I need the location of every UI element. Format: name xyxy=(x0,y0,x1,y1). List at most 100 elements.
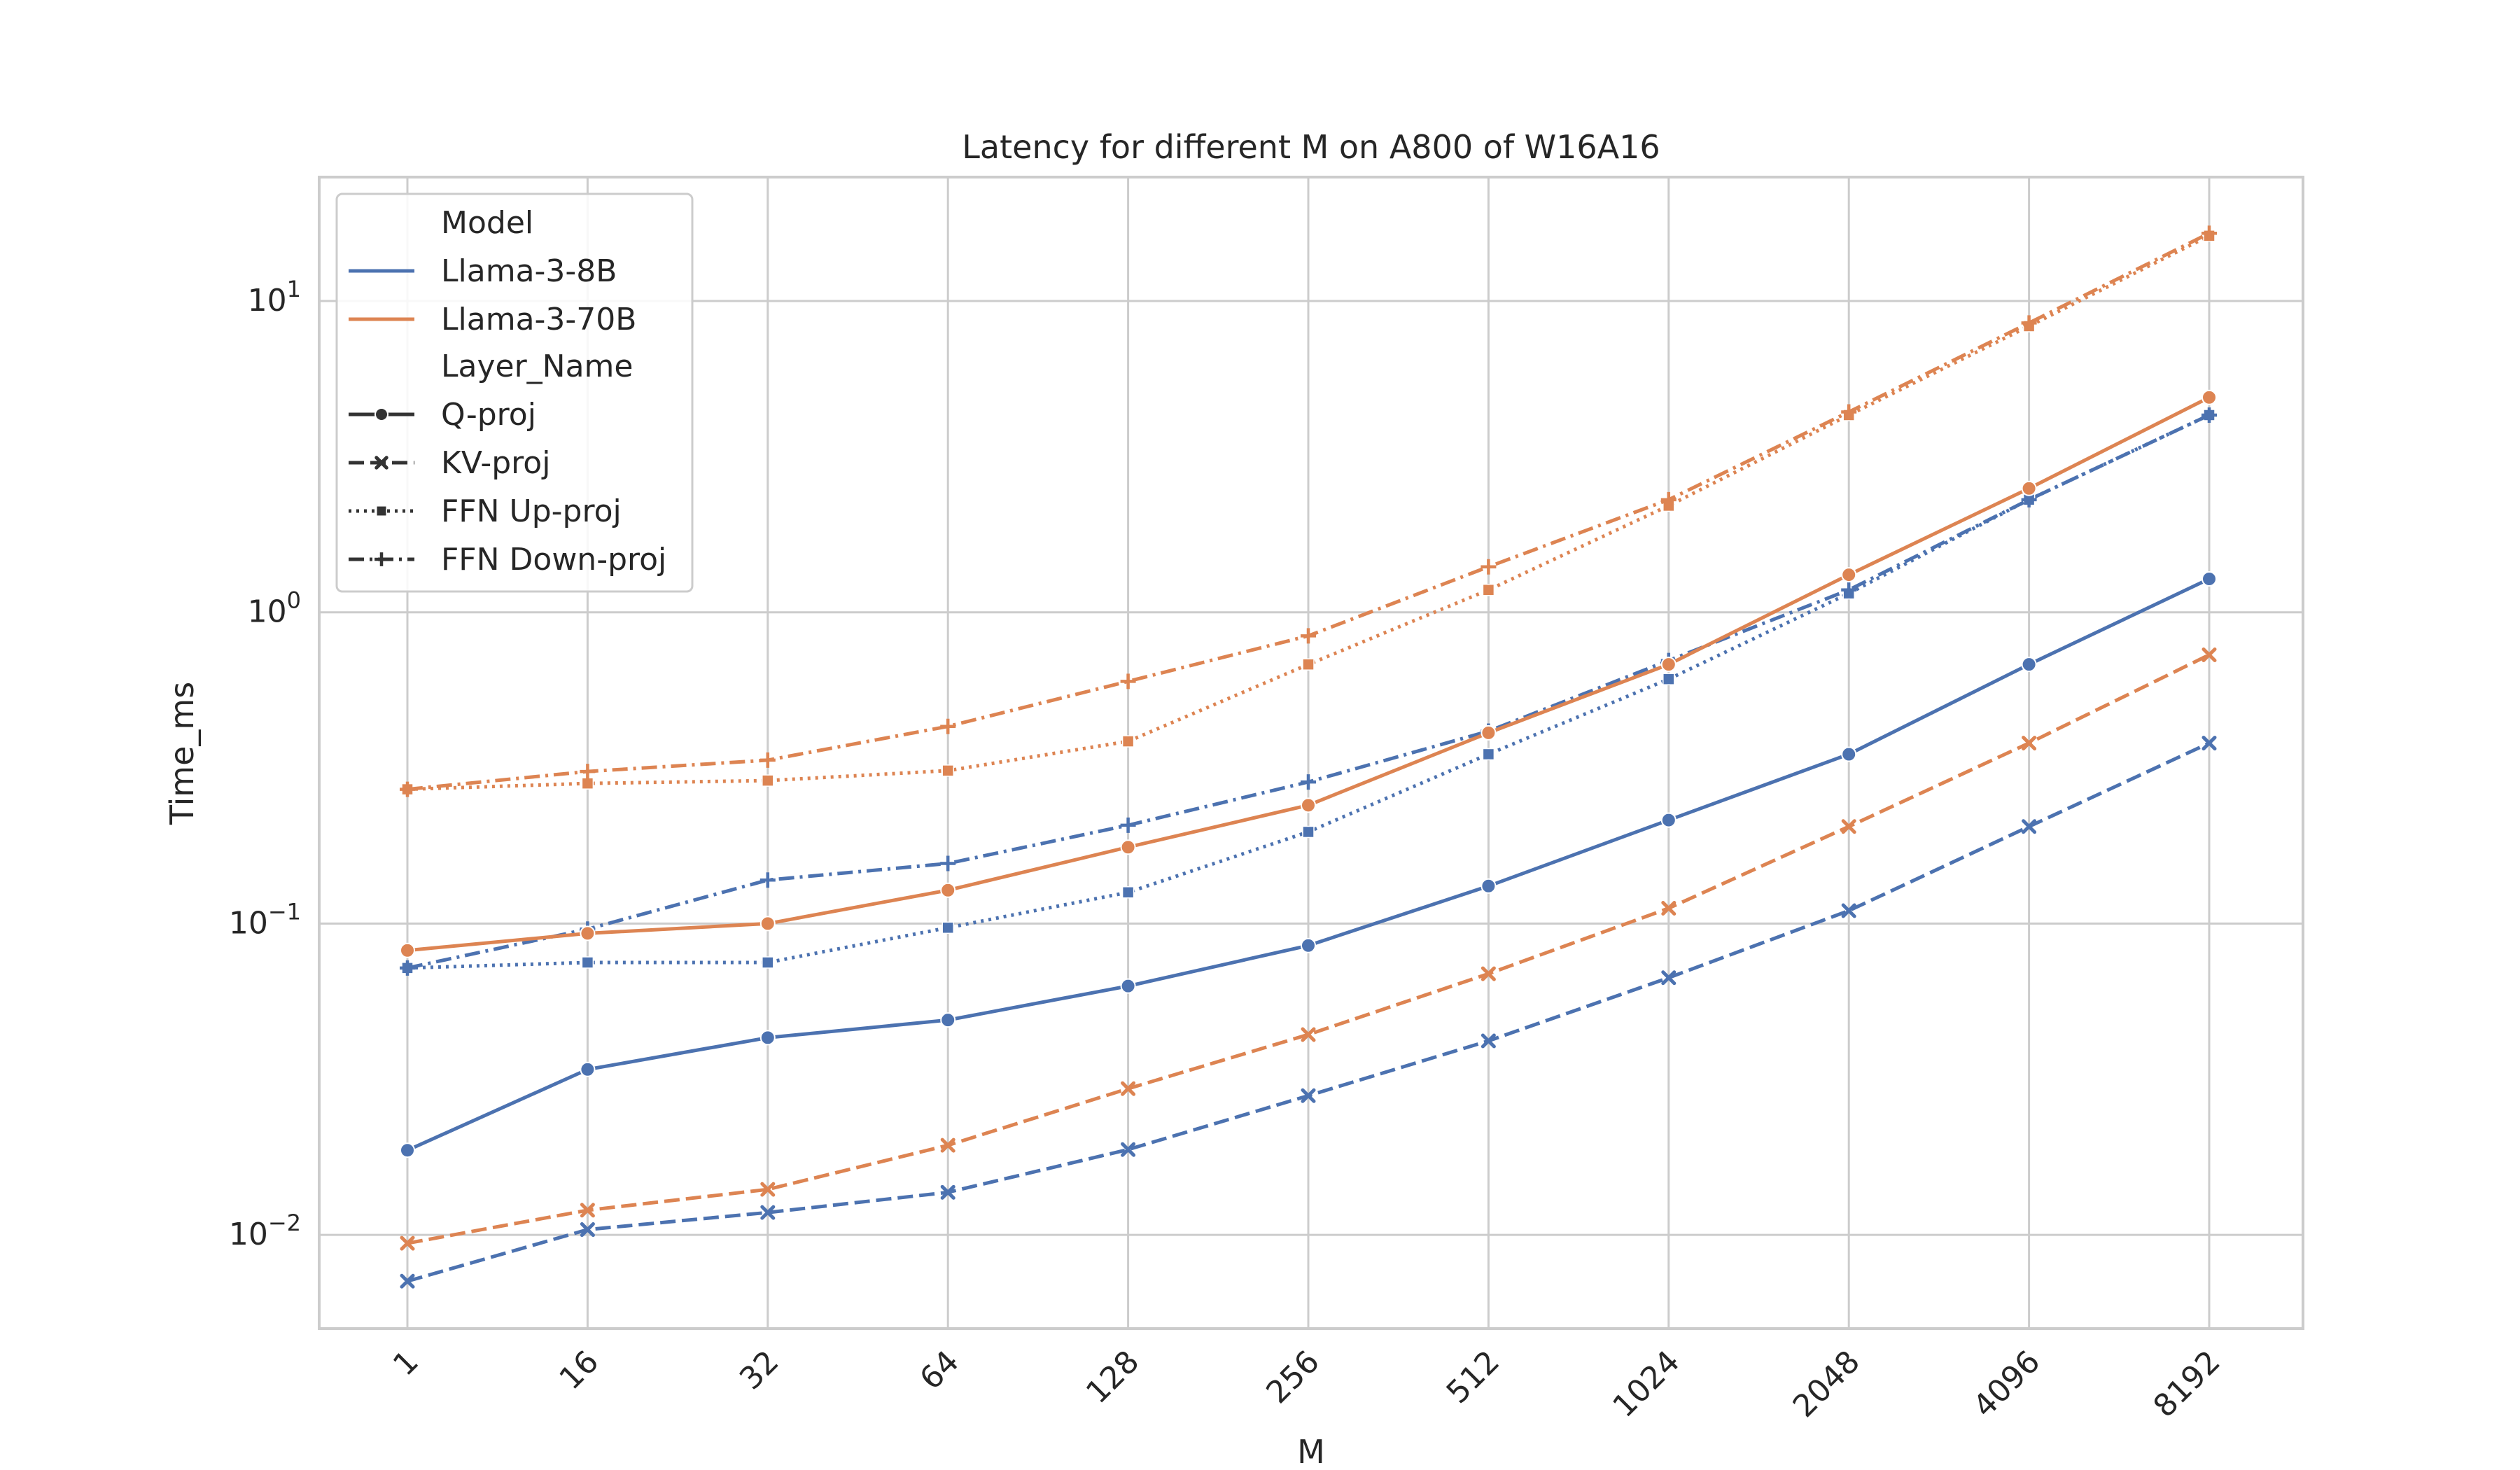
data-point xyxy=(2202,407,2217,423)
data-point xyxy=(760,1205,776,1220)
y-tick-label: 100 xyxy=(248,587,301,630)
data-point xyxy=(1302,658,1315,671)
x-tick-label: 4096 xyxy=(1966,1344,2047,1424)
data-point xyxy=(400,1273,415,1289)
data-point xyxy=(580,1222,595,1238)
x-tick-label: 1024 xyxy=(1606,1344,1686,1424)
data-point xyxy=(2202,647,2217,662)
x-tick-label: 64 xyxy=(913,1344,966,1397)
data-point xyxy=(2202,389,2217,405)
legend-model-label: Llama-3-70B xyxy=(441,302,636,337)
data-point xyxy=(1302,825,1315,839)
data-point xyxy=(580,1061,596,1077)
data-point xyxy=(2021,480,2037,496)
data-point xyxy=(400,960,415,976)
y-axis-label: Time_ms xyxy=(163,682,201,825)
legend-layer-label: KV-proj xyxy=(441,445,550,481)
x-tick-label: 16 xyxy=(553,1344,606,1397)
data-point xyxy=(580,764,596,780)
data-point xyxy=(1482,583,1495,596)
x-tick-label: 128 xyxy=(1079,1344,1146,1410)
series-llama-3-70b-ffn-down-proj xyxy=(400,225,2217,797)
data-point xyxy=(941,764,954,777)
data-point xyxy=(1661,901,1676,916)
data-point xyxy=(2022,736,2037,751)
data-point xyxy=(1480,878,1497,894)
data-point xyxy=(1662,673,1675,685)
series-llama-3-70b-q-proj xyxy=(400,389,2217,958)
data-point xyxy=(1301,774,1316,790)
series-line xyxy=(407,234,2211,792)
data-point xyxy=(941,921,954,934)
data-point xyxy=(1120,839,1136,855)
legend-title-layer: Layer_Name xyxy=(441,349,633,384)
legend-box xyxy=(335,192,694,593)
data-point xyxy=(940,718,956,734)
data-point xyxy=(1301,628,1316,644)
data-point xyxy=(400,942,415,958)
data-point xyxy=(400,781,415,797)
data-point xyxy=(940,855,956,872)
chart-title: Latency for different M on A800 of W16A1… xyxy=(962,128,1660,166)
data-point xyxy=(1480,966,1496,981)
legend-layer-label: FFN Up-proj xyxy=(441,493,622,529)
y-tick-label: 10−1 xyxy=(229,898,301,941)
x-tick-label: 8192 xyxy=(2147,1344,2227,1424)
data-point xyxy=(2202,225,2217,241)
x-tick-label: 32 xyxy=(733,1344,786,1397)
legend-layer-label: FFN Down-proj xyxy=(441,542,666,578)
legend-title-model: Model xyxy=(441,205,533,241)
data-point xyxy=(760,1030,776,1046)
data-point xyxy=(760,916,776,932)
data-point xyxy=(1301,1088,1316,1103)
data-point xyxy=(1301,797,1316,813)
y-tick-label: 10−2 xyxy=(229,1210,301,1252)
data-point xyxy=(1660,491,1676,507)
data-point xyxy=(760,752,776,768)
data-point xyxy=(1480,724,1497,741)
legend-layer-label: Q-proj xyxy=(441,397,536,433)
legend-model-label: Llama-3-8B xyxy=(441,253,617,289)
data-point xyxy=(2021,657,2037,673)
legend-marker xyxy=(374,407,388,421)
series-llama-3-8b-kv-proj xyxy=(400,736,2217,1289)
x-axis-label: M xyxy=(1297,1433,1325,1470)
data-point xyxy=(940,1012,956,1028)
data-point xyxy=(762,956,774,969)
data-point xyxy=(1841,903,1856,918)
y-tick-label: 101 xyxy=(248,276,301,318)
legend-marker xyxy=(374,456,388,470)
data-point xyxy=(1660,657,1676,673)
data-point xyxy=(1841,404,1857,420)
data-point xyxy=(760,1182,776,1197)
data-point xyxy=(1661,970,1676,986)
data-point xyxy=(2202,736,2217,751)
data-point xyxy=(940,882,956,898)
data-point xyxy=(1660,812,1676,828)
data-point xyxy=(762,774,774,787)
legend: Model Llama-3-8B Llama-3-70B Layer_Name Q… xyxy=(335,192,694,593)
data-point xyxy=(581,777,594,790)
series-llama-3-8b-q-proj xyxy=(400,571,2217,1158)
data-point xyxy=(1841,746,1857,762)
data-point xyxy=(940,1138,955,1153)
data-point xyxy=(1841,582,1857,598)
legend-marker xyxy=(376,505,387,517)
data-point xyxy=(1482,748,1495,761)
data-point xyxy=(1480,1033,1496,1049)
x-tick-label: 512 xyxy=(1440,1344,1506,1410)
data-point xyxy=(1120,817,1136,833)
data-point xyxy=(1121,886,1135,899)
x-tick-label: 256 xyxy=(1259,1344,1326,1410)
data-point xyxy=(1480,559,1497,575)
series-line xyxy=(407,653,2211,1245)
data-point xyxy=(1120,673,1136,690)
data-point xyxy=(2022,819,2037,834)
data-point xyxy=(580,1203,595,1218)
data-point xyxy=(1121,1081,1136,1096)
data-point xyxy=(1301,1027,1316,1042)
data-point xyxy=(940,1184,955,1200)
data-point xyxy=(1121,735,1135,748)
data-point xyxy=(2202,571,2217,587)
grid xyxy=(319,177,2303,1329)
